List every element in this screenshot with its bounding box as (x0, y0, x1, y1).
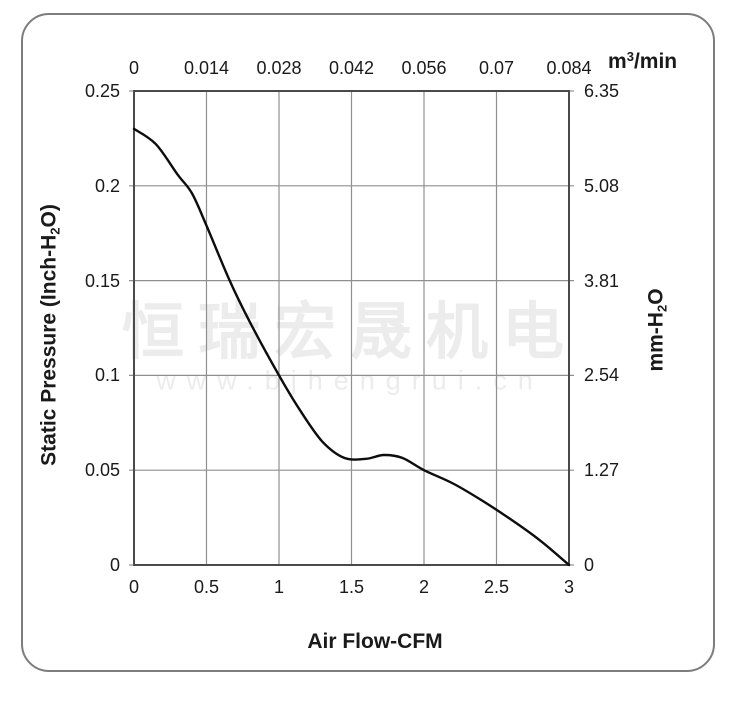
watermark-company-name: 恒瑞宏晟机电 (121, 298, 579, 367)
top-axis-tick: 0.056 (401, 58, 447, 78)
pq-curve (132, 127, 571, 567)
bottom-axis-tick: 0.5 (193, 577, 220, 597)
top-axis-unit: m3/min (608, 49, 678, 74)
left-axis-title: Static Pressure (Inch-H2O) (37, 204, 63, 466)
gridlines (129, 90, 574, 566)
top-axis-tick: 0 (128, 58, 140, 78)
left-axis-tick: 0 (109, 555, 120, 575)
right-axis-tick: 2.54 (584, 365, 620, 386)
left-axis-tick: 0.15 (84, 270, 120, 291)
right-axis-tick: 3.81 (584, 270, 620, 291)
top-axis-tick: 0.084 (546, 58, 592, 78)
right-axis-tick: 1.27 (584, 460, 620, 481)
bottom-axis-tick: 1 (273, 577, 285, 597)
bottom-axis-tick: 2.5 (483, 577, 510, 597)
bottom-axis-title: Air Flow-CFM (307, 630, 443, 653)
right-axis-tick: 5.08 (584, 175, 620, 196)
top-axis-tick: 0.028 (256, 58, 302, 78)
left-axis-tick: 0.1 (94, 365, 120, 386)
top-axis-tick: 0.07 (478, 58, 515, 78)
right-axis-title: mm-H2O (644, 288, 670, 372)
left-axis-tick: 0.25 (84, 81, 120, 101)
left-axis-tick: 0.05 (84, 460, 120, 481)
top-axis-tick: 0.014 (183, 58, 230, 78)
bottom-axis-tick: 0 (128, 577, 140, 597)
right-axis-tick: 0 (584, 555, 595, 575)
top-axis-tick: 0.042 (328, 58, 375, 78)
figure-border (21, 13, 715, 672)
bottom-axis-tick: 3 (563, 577, 575, 597)
right-axis-tick: 6.35 (584, 81, 620, 101)
plot-frame (133, 90, 570, 566)
bottom-axis-tick: 1.5 (338, 577, 365, 597)
left-axis-tick: 0.2 (94, 175, 120, 196)
bottom-axis-tick: 2 (418, 577, 430, 597)
watermark-website: www.bjhengrui.cn (156, 365, 544, 396)
